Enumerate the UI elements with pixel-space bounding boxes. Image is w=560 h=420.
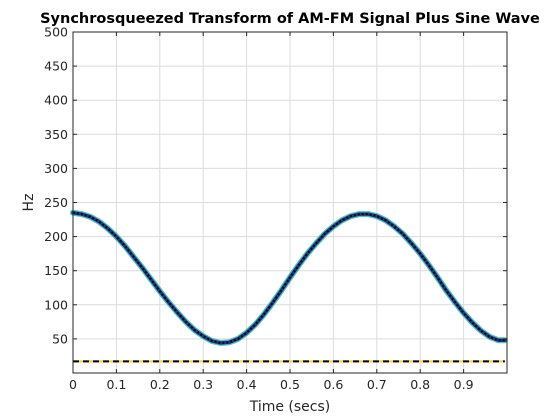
x-tick-label-3: 0.3 bbox=[193, 377, 213, 392]
y-tick-label-3: 200 bbox=[44, 229, 68, 244]
x-tick-label-6: 0.6 bbox=[323, 377, 343, 392]
y-tick-label-6: 350 bbox=[44, 127, 68, 142]
x-tick-label-0: 0 bbox=[69, 377, 77, 392]
series-group bbox=[70, 209, 508, 363]
x-tick-label-9: 0.9 bbox=[454, 377, 474, 392]
x-tick-label-8: 0.8 bbox=[410, 377, 430, 392]
y-axis-label: Hz bbox=[21, 194, 37, 212]
y-tick-label-1: 100 bbox=[44, 297, 68, 312]
x-tick-label-4: 0.4 bbox=[237, 377, 257, 392]
y-tick-label-9: 500 bbox=[44, 25, 68, 40]
chart-title: Synchrosqueezed Transform of AM-FM Signa… bbox=[40, 11, 540, 27]
series-0-ridge bbox=[72, 211, 505, 344]
ticks: 0 0.1 0.2 0.3 0.4 0.5 0.6 0.7 0.8 0.9 50 100 150 200 2… bbox=[44, 25, 507, 392]
y-tick-label-0: 50 bbox=[52, 331, 68, 346]
x-tick-label-2: 0.2 bbox=[150, 377, 170, 392]
x-tick-label-7: 0.7 bbox=[367, 377, 387, 392]
x-tick-label-1: 0.1 bbox=[106, 377, 126, 392]
y-tick-label-7: 400 bbox=[44, 93, 68, 108]
y-tick-label-4: 250 bbox=[44, 195, 68, 210]
x-tick-label-5: 0.5 bbox=[280, 377, 300, 392]
y-tick-label-2: 150 bbox=[44, 263, 68, 278]
y-tick-label-8: 450 bbox=[44, 59, 68, 74]
x-axis-label: Time (secs) bbox=[249, 399, 331, 415]
grid bbox=[73, 32, 507, 373]
y-tick-label-5: 300 bbox=[44, 161, 68, 176]
